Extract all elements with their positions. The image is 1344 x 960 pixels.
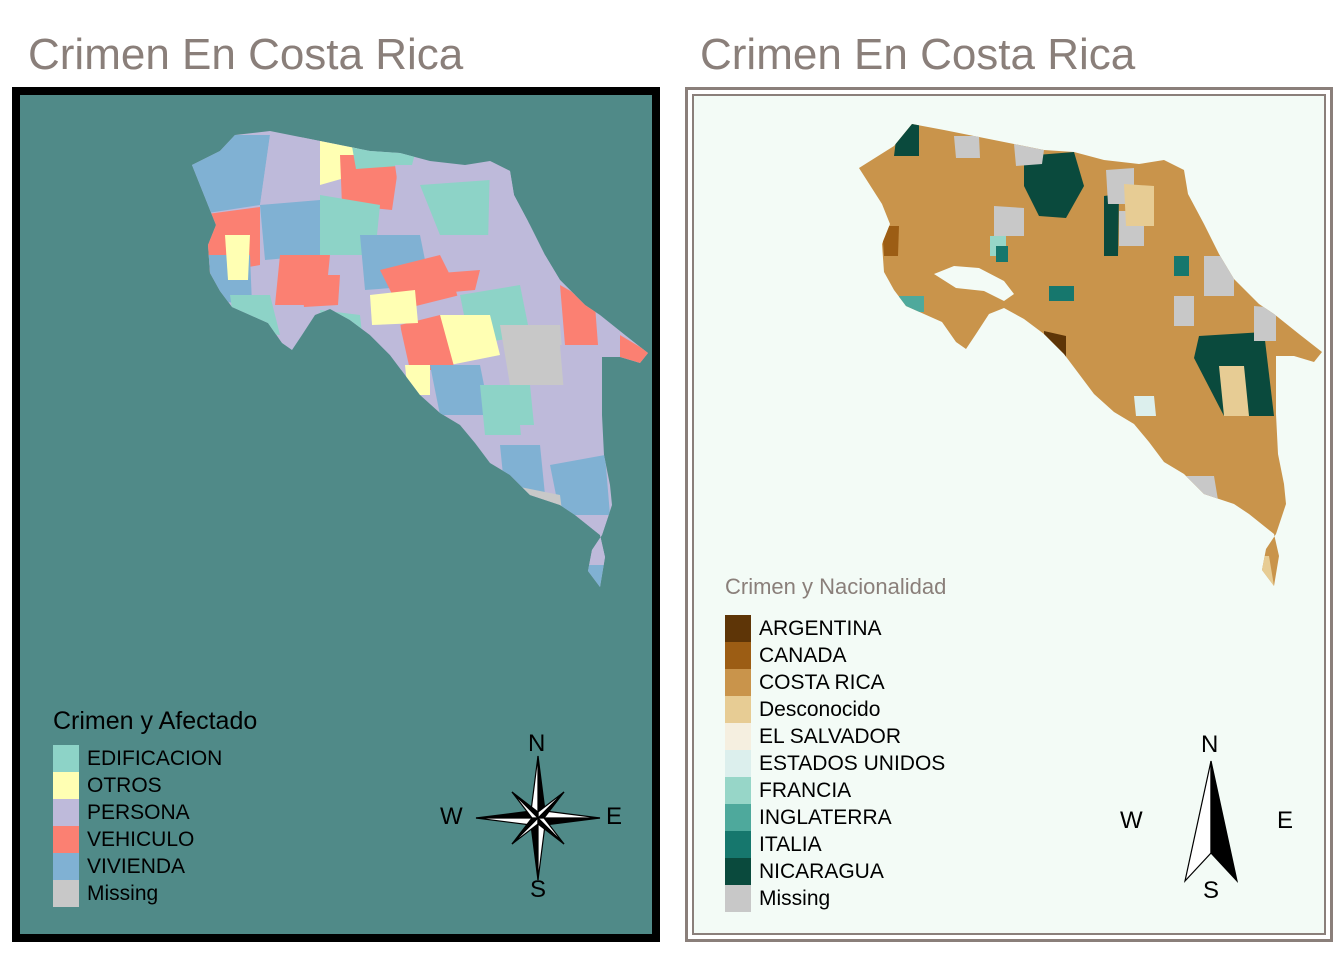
- compass-e: E: [606, 803, 623, 830]
- legend-item: CANADA: [725, 642, 946, 669]
- legend-swatch: [725, 669, 751, 696]
- legend-label: PERSONA: [87, 800, 190, 824]
- right-map-title: Crimen En Costa Rica: [700, 30, 1136, 79]
- legend-swatch: [725, 831, 751, 858]
- legend-label: NICARAGUA: [759, 859, 884, 883]
- right-map-canvas[interactable]: Crimen y Nacionalidad ARGENTINA CANADA C…: [692, 94, 1326, 935]
- legend-item: OTROS: [53, 772, 257, 799]
- legend-swatch: [53, 853, 79, 880]
- compass-w: W: [1120, 807, 1143, 834]
- right-legend-title: Crimen y Nacionalidad: [725, 574, 947, 599]
- compass-s: S: [530, 876, 547, 903]
- compass-n: N: [528, 730, 546, 757]
- legend-item: ARGENTINA: [725, 615, 946, 642]
- legend-label: Missing: [759, 886, 831, 910]
- legend-label: ITALIA: [759, 832, 822, 856]
- right-compass: N S W E: [1119, 731, 1299, 911]
- legend-swatch: [725, 777, 751, 804]
- legend-item: Missing: [725, 885, 946, 912]
- left-country-map: [192, 131, 648, 587]
- legend-item: ITALIA: [725, 831, 946, 858]
- compass-star-icon: [475, 755, 601, 881]
- legend-swatch: [725, 885, 751, 912]
- legend-item: Desconocido: [725, 696, 946, 723]
- legend-label: ARGENTINA: [759, 616, 882, 640]
- legend-swatch: [53, 880, 79, 907]
- left-map-canvas[interactable]: Crimen y Afectado EDIFICACION OTROS PERS…: [18, 93, 654, 936]
- north-arrow-icon: [1183, 760, 1239, 884]
- left-legend-title: Crimen y Afectado: [53, 707, 258, 735]
- legend-item: INGLATERRA: [725, 804, 946, 831]
- legend-item: FRANCIA: [725, 777, 946, 804]
- legend-swatch: [53, 826, 79, 853]
- gulf-water: [934, 266, 1014, 301]
- right-country-map: [859, 124, 1322, 586]
- legend-item: VEHICULO: [53, 826, 257, 853]
- legend-label: CANADA: [759, 643, 847, 667]
- legend-label: Desconocido: [759, 697, 881, 721]
- compass-e: E: [1277, 807, 1294, 834]
- legend-item: ESTADOS UNIDOS: [725, 750, 946, 777]
- left-legend: Crimen y Afectado EDIFICACION OTROS PERS…: [53, 707, 257, 907]
- legend-label: INGLATERRA: [759, 805, 892, 829]
- legend-label: Missing: [87, 881, 159, 905]
- right-legend: Crimen y Nacionalidad ARGENTINA CANADA C…: [725, 574, 946, 912]
- legend-label: EL SALVADOR: [759, 724, 901, 748]
- legend-swatch: [725, 858, 751, 885]
- legend-item: EL SALVADOR: [725, 723, 946, 750]
- legend-swatch: [725, 723, 751, 750]
- legend-item: PERSONA: [53, 799, 257, 826]
- legend-swatch: [53, 772, 79, 799]
- legend-label: ESTADOS UNIDOS: [759, 751, 946, 775]
- legend-item: EDIFICACION: [53, 745, 257, 772]
- legend-label: EDIFICACION: [87, 746, 223, 770]
- legend-label: VIVIENDA: [87, 854, 186, 878]
- legend-label: VEHICULO: [87, 827, 195, 851]
- legend-label: OTROS: [87, 773, 162, 797]
- legend-item: VIVIENDA: [53, 853, 257, 880]
- left-map-regions: [192, 131, 648, 587]
- left-map-frame: Crimen y Afectado EDIFICACION OTROS PERS…: [12, 87, 660, 942]
- left-map-title: Crimen En Costa Rica: [28, 30, 464, 79]
- legend-swatch: [725, 804, 751, 831]
- legend-label: COSTA RICA: [759, 670, 885, 694]
- legend-swatch: [725, 615, 751, 642]
- legend-item: COSTA RICA: [725, 669, 946, 696]
- legend-swatch: [53, 799, 79, 826]
- right-map-regions: [859, 124, 1322, 586]
- legend-swatch: [725, 750, 751, 777]
- left-compass: N S W E: [440, 730, 630, 905]
- compass-s: S: [1203, 877, 1220, 904]
- legend-swatch: [725, 642, 751, 669]
- legend-swatch: [725, 696, 751, 723]
- right-map-frame: Crimen y Nacionalidad ARGENTINA CANADA C…: [685, 87, 1333, 942]
- legend-item: NICARAGUA: [725, 858, 946, 885]
- compass-n: N: [1201, 731, 1219, 758]
- legend-label: FRANCIA: [759, 778, 852, 802]
- legend-swatch: [53, 745, 79, 772]
- legend-item: Missing: [53, 880, 257, 907]
- compass-w: W: [440, 803, 463, 830]
